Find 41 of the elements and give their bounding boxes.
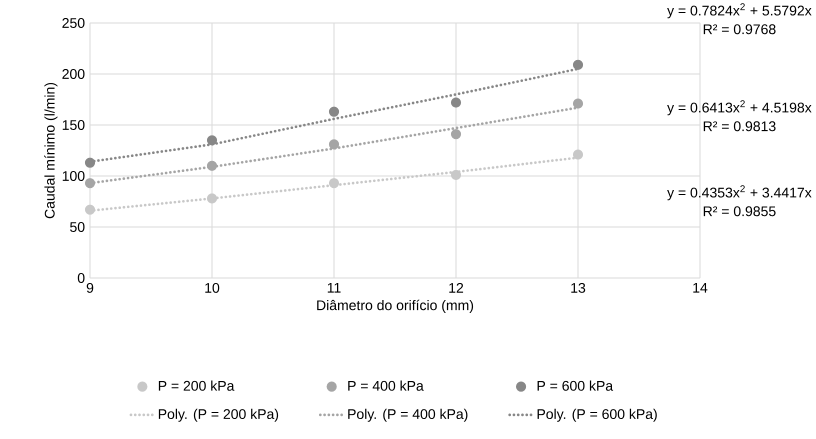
point: [84, 158, 96, 168]
y-tick-label: 50: [70, 222, 85, 232]
x-axis-title: Diâmetro do orifício (mm): [317, 300, 474, 313]
point: [328, 106, 340, 117]
point: [450, 170, 462, 180]
y-tick-label: 100: [62, 171, 85, 181]
annotation: y = 0.6413x$^{2}$ + 4.5198x: [667, 100, 812, 116]
y-tick-label: 250: [62, 18, 85, 28]
point: [572, 150, 584, 160]
annotation: y = 0.4353x$^{2}$ + 3.4417x: [667, 185, 812, 200]
point: [328, 139, 340, 150]
point: [328, 178, 340, 188]
text: R² = 0.9855: [704, 206, 776, 216]
x-tick-label: 13: [571, 282, 586, 293]
x-tick-label: 14: [693, 282, 708, 293]
y-tick-label: 0: [78, 273, 85, 283]
x-tick-label: 11: [328, 282, 341, 293]
point: [450, 97, 462, 108]
x-tick-label: 12: [449, 282, 464, 293]
legend-label: P = 200 kPa: [158, 380, 234, 391]
point: [206, 135, 218, 146]
point: [206, 193, 218, 204]
legend-label: P = 400 kPa: [348, 380, 424, 391]
point: [572, 98, 584, 109]
x-tick-label: 10: [205, 282, 220, 293]
x-tick-label: 9: [86, 282, 94, 293]
point: [84, 204, 96, 215]
point: [84, 178, 96, 188]
y-axis-title: Caudal mínimo (l/min): [44, 82, 58, 218]
point: [572, 60, 584, 70]
legend-label: P = 600 kPa: [538, 380, 614, 391]
text: R² = 0.9768: [704, 24, 776, 34]
y-tick-label: 150: [62, 120, 85, 130]
text: R² = 0.9813: [704, 121, 776, 132]
text: y = 0.7824x$^{2}$ + 5.5792x: [667, 3, 812, 18]
point: [206, 160, 218, 171]
legend-label: Poly. (P = 400 kPa): [348, 408, 468, 422]
legend-label: Poly. (P = 600 kPa): [538, 408, 657, 422]
y-tick-label: 200: [62, 69, 85, 79]
legend-label: Poly. (P = 200 kPa): [158, 408, 278, 422]
point: [450, 129, 462, 140]
